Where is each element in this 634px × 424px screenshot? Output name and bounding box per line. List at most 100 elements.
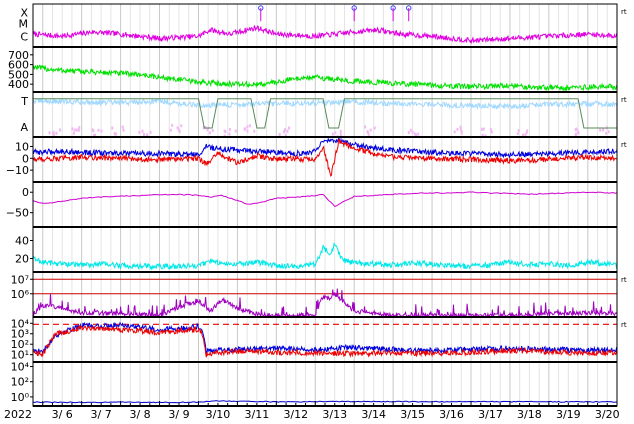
day-tick-label: 3/11 [245,408,270,421]
data-point [605,131,608,135]
data-point [224,130,227,134]
data-point [94,133,97,137]
data-point [176,126,179,130]
realtime-tag: rt [621,321,627,329]
y-tick-label: 10⁶ [11,288,30,301]
series-line [32,191,618,207]
data-point [331,132,334,136]
data-point [114,132,117,136]
day-tick-label: 3/17 [478,408,503,421]
data-point [517,129,520,133]
series-layer [32,5,618,404]
data-point [407,131,410,135]
data-point [339,129,342,133]
data-point [607,130,610,134]
data-point [278,132,281,136]
y-tick-label: 0 [22,186,29,199]
data-point [55,131,58,135]
flare-marker [351,5,357,11]
series-line [32,324,618,359]
y-tick-label: 500 [8,68,29,81]
data-point [204,125,207,129]
data-point [524,133,527,137]
data-point [334,131,337,135]
y-tick-label: 0 [22,152,29,165]
data-point [460,129,463,133]
data-point [364,125,367,129]
panel-y-label: T [20,95,28,108]
data-point [480,127,483,131]
series-line [32,242,618,271]
y-tick-label: 400 [8,78,29,91]
flare-marker [406,5,412,11]
data-point [246,129,249,133]
y-tick-label: −50 [6,207,29,220]
series-line [32,321,618,355]
day-tick-label: 3/ 6 [52,408,73,421]
data-point [246,125,249,129]
day-tick-label: 3/20 [595,408,620,421]
data-point [73,128,76,132]
data-point [169,128,172,132]
series-line [32,138,618,177]
realtime-tag: rt [621,276,627,284]
data-point [146,133,149,137]
day-tick-label: 3/12 [283,408,308,421]
y-tick-label: 10² [11,376,29,389]
y-tick-label: 10⁷ [11,273,29,286]
data-point [575,132,578,136]
series-line [32,64,618,92]
data-point [366,130,369,134]
data-point [409,128,412,132]
data-point [206,128,209,132]
data-point [141,129,144,133]
y-tick-label: 10¹ [11,349,29,362]
data-point [599,128,602,132]
y-tick-label: 700 [8,49,29,62]
data-point [122,128,125,132]
data-point [111,126,114,130]
data-point [482,127,485,131]
day-tick-label: 3/19 [556,408,581,421]
data-point [180,124,183,128]
data-point [52,130,55,134]
data-point [414,132,417,136]
data-point [121,125,124,129]
series-line [33,98,617,129]
y-tick-label: 10³ [11,328,29,341]
data-point [72,131,75,135]
data-point [228,132,231,136]
series-line [32,24,618,45]
data-point [525,131,528,135]
data-point [178,128,181,132]
data-point [171,123,174,127]
data-point [516,132,519,136]
y-tick-label: 10 [15,140,29,153]
series-line [32,288,618,318]
realtime-tag: rt [621,8,627,16]
data-point [71,127,74,131]
data-point [78,126,81,130]
day-tick-label: 3/ 8 [129,408,150,421]
day-tick-label: 3/ 7 [91,408,112,421]
data-point [286,129,289,133]
day-tick-label: 3/ 9 [168,408,189,421]
series-line [32,400,618,404]
data-point [481,133,484,137]
data-point [142,132,145,136]
series-line [32,97,618,111]
data-point [77,128,80,132]
data-point [456,127,459,131]
day-tick-label: 3/14 [361,408,386,421]
data-point [460,131,463,135]
y-tick-label: −10 [6,164,29,177]
data-point [75,128,78,132]
y-tick-label: 20 [15,253,29,266]
data-point [284,134,287,138]
data-point [92,134,95,138]
day-tick-label: 3/13 [322,408,347,421]
data-point [369,128,372,132]
panel-y-label: X [20,7,28,20]
day-tick-label: 3/10 [206,408,231,421]
